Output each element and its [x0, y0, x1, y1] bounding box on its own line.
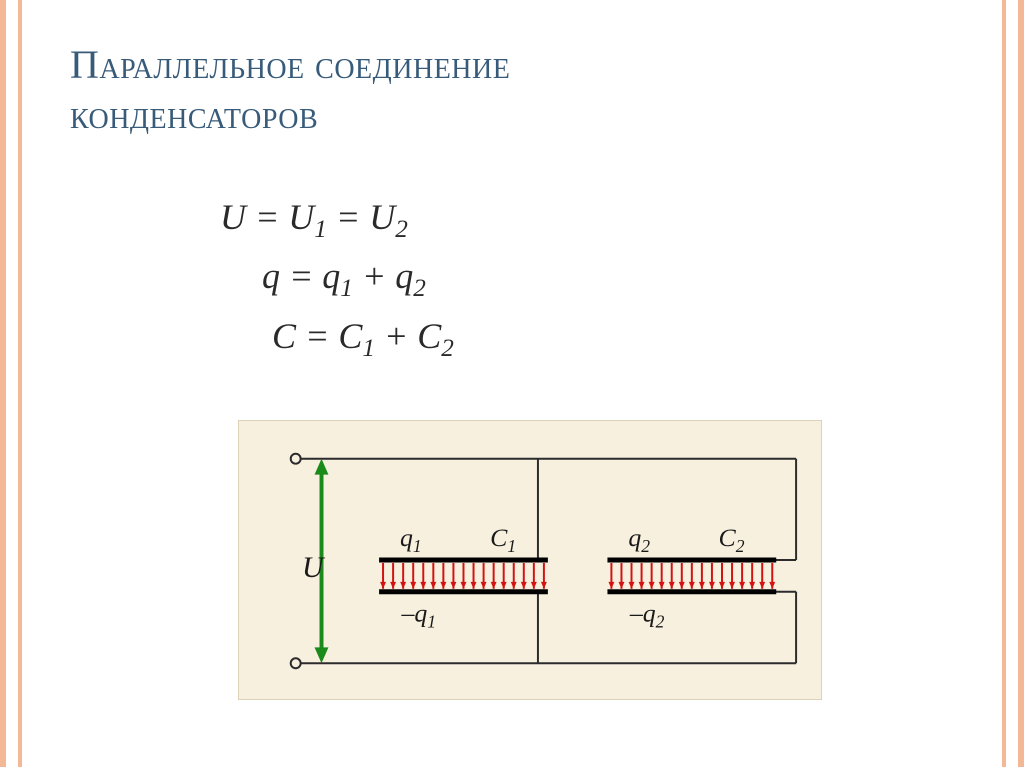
c-r2: C	[417, 316, 441, 356]
q-r2: q	[395, 256, 413, 296]
q-lhs: q	[262, 256, 280, 296]
c-s1: 1	[362, 335, 375, 362]
formula-u: U = U1 = U2	[220, 190, 454, 249]
q-s1: 1	[340, 275, 353, 302]
svg-text:U: U	[302, 551, 326, 584]
title-line-1: Параллельное соединение	[70, 42, 510, 87]
circuit-diagram: Uq1 C1 –q1 q2 C2 –q2	[238, 420, 822, 700]
svg-text:C1: C1	[490, 523, 516, 556]
diagram-svg: Uq1 C1 –q1 q2 C2 –q2	[239, 421, 821, 699]
slide-title: Параллельное соединение конденсаторов	[70, 40, 510, 140]
q-r1: q	[322, 256, 340, 296]
svg-text:C2: C2	[719, 523, 745, 556]
svg-text:q2: q2	[628, 523, 650, 556]
accent-right	[1002, 0, 1006, 767]
u-s2: 2	[395, 216, 408, 243]
svg-text:q1: q1	[400, 523, 422, 556]
c-lhs: C	[272, 316, 296, 356]
u-s1: 1	[314, 216, 327, 243]
q-s2: 2	[413, 275, 426, 302]
u-r1: U	[288, 197, 314, 237]
u-lhs: U	[220, 197, 246, 237]
formula-q: q = q1 + q2	[262, 249, 454, 308]
u-r2: U	[369, 197, 395, 237]
c-r1: C	[338, 316, 362, 356]
title-line-2: конденсаторов	[70, 92, 318, 137]
accent-left	[18, 0, 22, 767]
svg-text:–q1: –q1	[401, 599, 437, 632]
c-s2: 2	[441, 335, 454, 362]
svg-text:–q2: –q2	[629, 599, 665, 632]
formula-c: C = C1 + C2	[272, 309, 454, 368]
formulas-block: U = U1 = U2 q = q1 + q2 C = C1 + C2	[220, 190, 454, 368]
